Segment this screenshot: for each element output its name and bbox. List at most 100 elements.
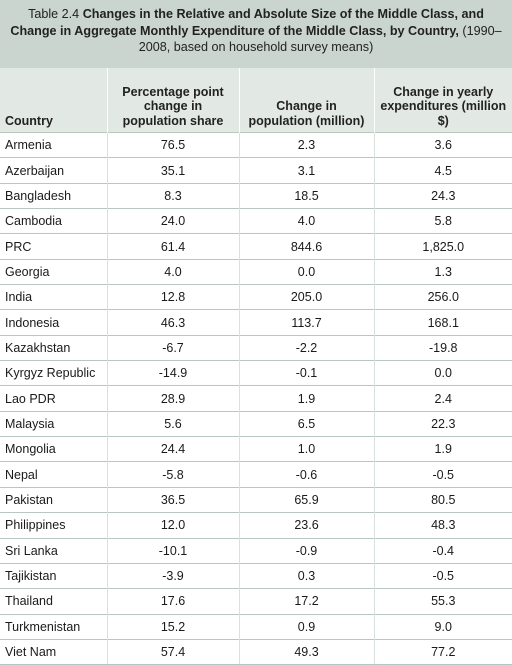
country-cell: Bangladesh	[0, 182, 107, 209]
table-row: Georgia 4.0 0.0 1.3	[0, 258, 512, 285]
expenditure-change-cell: 1.9	[373, 436, 512, 462]
population-change-cell: 23.6	[238, 512, 374, 538]
country-cell: Lao PDR	[0, 385, 107, 412]
table-row: India 12.8 205.0 256.0	[0, 284, 512, 310]
country-cell: India	[0, 284, 107, 310]
expenditure-change-cell: 24.3	[373, 182, 512, 209]
population-change-cell: -2.2	[238, 334, 374, 361]
table-caption: Table 2.4 Changes in the Relative and Ab…	[0, 0, 512, 68]
country-cell: Tajikistan	[0, 562, 107, 589]
country-cell: Thailand	[0, 588, 107, 615]
table-row: Turkmenistan 15.2 0.9 9.0	[0, 613, 512, 640]
expenditure-change-cell: 256.0	[373, 284, 512, 310]
share-change-cell: 57.4	[106, 638, 239, 665]
table-row: Philippines 12.0 23.6 48.3	[0, 512, 512, 538]
expenditure-change-cell: 0.0	[373, 360, 512, 386]
country-cell: Kyrgyz Republic	[0, 360, 107, 386]
expenditure-change-cell: -0.5	[373, 562, 512, 589]
share-change-cell: -6.7	[106, 334, 239, 361]
country-cell: Armenia	[0, 131, 107, 158]
share-change-cell: 28.9	[106, 385, 239, 412]
population-change-cell: 0.9	[238, 613, 374, 640]
expenditure-change-cell: 3.6	[373, 131, 512, 158]
header-row: Country Percentage point change in popul…	[0, 68, 512, 133]
share-change-cell: 24.0	[106, 208, 239, 234]
country-cell: Kazakhstan	[0, 334, 107, 361]
table-row: Viet Nam 57.4 49.3 77.2	[0, 638, 512, 665]
population-change-cell: -0.9	[238, 537, 374, 564]
country-cell: Philippines	[0, 512, 107, 538]
table-row: Cambodia 24.0 4.0 5.8	[0, 208, 512, 234]
expenditure-change-cell: 9.0	[373, 613, 512, 640]
share-change-cell: -10.1	[106, 537, 239, 564]
population-change-cell: -0.1	[238, 360, 374, 386]
table-body: Armenia 76.5 2.3 3.6 Azerbaijan 35.1 3.1 4.5 Ban…	[0, 131, 512, 665]
table-row: Indonesia 46.3 113.7 168.1	[0, 309, 512, 336]
table-title: Changes in the Relative and Absolute Siz…	[10, 7, 484, 38]
share-change-cell: 12.8	[106, 284, 239, 310]
share-change-cell: 8.3	[106, 182, 239, 209]
country-cell: Turkmenistan	[0, 613, 107, 640]
table-note: (1990–2008, based on household survey me…	[138, 23, 502, 55]
table-row: Armenia 76.5 2.3 3.6	[0, 131, 512, 158]
table-row: Mongolia 24.4 1.0 1.9	[0, 436, 512, 462]
share-change-cell: 24.4	[106, 436, 239, 462]
population-change-cell: 18.5	[238, 182, 374, 209]
population-change-cell: 1.0	[238, 436, 374, 462]
expenditure-change-cell: 1.3	[373, 258, 512, 285]
expenditure-change-cell: 77.2	[373, 638, 512, 665]
country-cell: Viet Nam	[0, 638, 107, 665]
table-row: PRC 61.4 844.6 1,825.0	[0, 233, 512, 260]
population-change-cell: 6.5	[238, 410, 374, 437]
country-cell: Azerbaijan	[0, 157, 107, 184]
table-row: Lao PDR 28.9 1.9 2.4	[0, 385, 512, 412]
population-change-cell: -0.6	[238, 461, 374, 488]
expenditure-change-cell: 48.3	[373, 512, 512, 538]
table-number: Table 2.4	[28, 7, 80, 21]
table-row: Kazakhstan -6.7 -2.2 -19.8	[0, 334, 512, 361]
expenditure-change-cell: -0.4	[373, 537, 512, 564]
table-row: Thailand 17.6 17.2 55.3	[0, 588, 512, 615]
country-cell: Pakistan	[0, 486, 107, 513]
expenditure-change-cell: 168.1	[373, 309, 512, 336]
country-cell: Mongolia	[0, 436, 107, 462]
expenditure-change-cell: 2.4	[373, 385, 512, 412]
share-change-cell: 46.3	[106, 309, 239, 336]
share-change-cell: 36.5	[106, 486, 239, 513]
column-header-population-change: Change in population (million)	[238, 68, 374, 133]
population-change-cell: 65.9	[238, 486, 374, 513]
column-header-share-change: Percentage point change in population sh…	[106, 68, 239, 133]
expenditure-change-cell: -19.8	[373, 334, 512, 361]
share-change-cell: 5.6	[106, 410, 239, 437]
country-cell: Georgia	[0, 258, 107, 285]
expenditure-change-cell: 5.8	[373, 208, 512, 234]
population-change-cell: 205.0	[238, 284, 374, 310]
table-row: Pakistan 36.5 65.9 80.5	[0, 486, 512, 513]
share-change-cell: 76.5	[106, 131, 239, 158]
population-change-cell: 0.3	[238, 562, 374, 589]
population-change-cell: 3.1	[238, 157, 374, 184]
table-row: Sri Lanka -10.1 -0.9 -0.4	[0, 537, 512, 564]
expenditure-change-cell: -0.5	[373, 461, 512, 488]
table-row: Tajikistan -3.9 0.3 -0.5	[0, 562, 512, 589]
country-cell: Nepal	[0, 461, 107, 488]
share-change-cell: 15.2	[106, 613, 239, 640]
column-header-expenditure-change: Change in yearly expenditures (million $…	[373, 68, 512, 133]
population-change-cell: 4.0	[238, 208, 374, 234]
population-change-cell: 844.6	[238, 233, 374, 260]
country-cell: Cambodia	[0, 208, 107, 234]
expenditure-change-cell: 80.5	[373, 486, 512, 513]
share-change-cell: 61.4	[106, 233, 239, 260]
expenditure-change-cell: 4.5	[373, 157, 512, 184]
population-change-cell: 1.9	[238, 385, 374, 412]
share-change-cell: 12.0	[106, 512, 239, 538]
population-change-cell: 17.2	[238, 588, 374, 615]
population-change-cell: 113.7	[238, 309, 374, 336]
table-row: Kyrgyz Republic -14.9 -0.1 0.0	[0, 360, 512, 386]
country-cell: PRC	[0, 233, 107, 260]
table-row: Bangladesh 8.3 18.5 24.3	[0, 182, 512, 209]
expenditure-change-cell: 22.3	[373, 410, 512, 437]
population-change-cell: 0.0	[238, 258, 374, 285]
population-change-cell: 49.3	[238, 638, 374, 665]
